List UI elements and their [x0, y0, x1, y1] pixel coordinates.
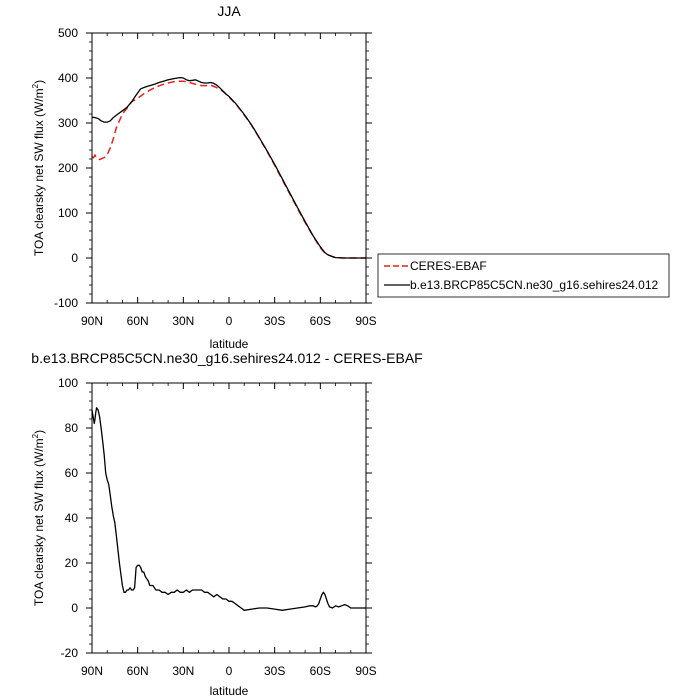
bottom-difference-line — [91, 407, 366, 611]
bottom-y-tick-label: 80 — [65, 421, 79, 435]
top-x-tick-label: 90S — [355, 314, 376, 328]
bottom-y-tick-label: 40 — [65, 511, 79, 525]
top-x-tick-label: 60N — [127, 314, 149, 328]
top-y-axis-label-sup: 2 — [31, 83, 40, 88]
bottom-y-tick-label: 20 — [65, 556, 79, 570]
top-chart-title: JJA — [217, 3, 241, 19]
bottom-x-tick-label: 0 — [226, 664, 233, 678]
top-y-axis-label-close: ) — [32, 80, 46, 84]
bottom-series-layer — [91, 407, 366, 611]
top-y-tick-label: -100 — [54, 296, 78, 310]
bottom-x-tick-label: 60S — [310, 664, 331, 678]
bottom-y-tick-label: 0 — [71, 601, 78, 615]
bottom-y-axis-label-text: TOA clearsky net SW flux (W/m — [32, 438, 46, 606]
legend-model-label: b.e13.BRCP85C5CN.ne30_g16.sehires24.012 — [410, 278, 658, 292]
top-y-tick-label: 500 — [58, 26, 78, 40]
bottom-y-axis-label-close: ) — [32, 430, 46, 434]
top-y-axis-label-text: TOA clearsky net SW flux (W/m — [32, 88, 46, 256]
top-ceres-ebaf-line — [91, 80, 366, 259]
top-y-tick-label: 100 — [58, 206, 78, 220]
bottom-plot-frame — [91, 382, 367, 654]
top-x-tick-label: 90N — [81, 314, 103, 328]
bottom-y-tick-label: 60 — [65, 466, 79, 480]
bottom-panel: b.e13.BRCP85C5CN.ne30_g16.sehires24.012 … — [31, 350, 423, 698]
legend-ceres-label: CERES-EBAF — [410, 259, 487, 273]
bottom-y-axis-label: TOA clearsky net SW flux (W/m2) — [31, 430, 46, 606]
top-y-tick-label: 200 — [58, 161, 78, 175]
bottom-x-tick-label: 60N — [127, 664, 149, 678]
bottom-x-tick-label: 30S — [264, 664, 285, 678]
bottom-chart-title: b.e13.BRCP85C5CN.ne30_g16.sehires24.012 … — [31, 350, 422, 366]
bottom-x-tick-label: 90N — [81, 664, 103, 678]
top-plot-frame — [91, 32, 367, 304]
top-y-tick-label: 0 — [71, 251, 78, 265]
top-x-tick-label: 0 — [226, 314, 233, 328]
legend-box — [377, 253, 670, 298]
top-x-tick-label: 60S — [310, 314, 331, 328]
top-x-tick-label: 30S — [264, 314, 285, 328]
bottom-ticks-layer: 90N 60N 30N 0 30S 60S 90S -20 0 20 40 60 80 100 — [58, 376, 377, 678]
top-model-line — [91, 76, 366, 259]
bottom-x-tick-label: 30N — [172, 664, 194, 678]
top-x-tick-label: 30N — [172, 314, 194, 328]
top-y-axis-label: TOA clearsky net SW flux (W/m2) — [31, 80, 46, 256]
bottom-y-tick-label: -20 — [61, 646, 79, 660]
bottom-x-tick-label: 90S — [355, 664, 376, 678]
top-y-tick-label: 400 — [58, 71, 78, 85]
legend: CERES-EBAF b.e13.BRCP85C5CN.ne30_g16.seh… — [377, 253, 670, 298]
bottom-y-axis-label-sup: 2 — [31, 433, 40, 438]
top-x-axis-label: latitude — [210, 337, 249, 351]
top-series-layer — [91, 76, 366, 259]
bottom-x-axis-label: latitude — [210, 684, 249, 698]
bottom-y-tick-label: 100 — [58, 376, 78, 390]
top-ticks-layer: 90N 60N 30N 0 30S 60S 90S -100 0 100 200 300 400 500 — [54, 26, 377, 328]
top-panel: JJA 90N 60N 30N 0 30S 60S 90S -100 0 100 200 300 400… — [31, 3, 670, 351]
top-y-tick-label: 300 — [58, 116, 78, 130]
